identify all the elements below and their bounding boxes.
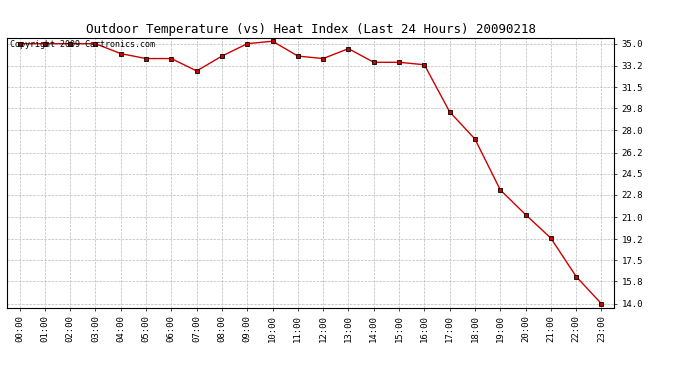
Title: Outdoor Temperature (vs) Heat Index (Last 24 Hours) 20090218: Outdoor Temperature (vs) Heat Index (Las… — [86, 23, 535, 36]
Text: Copyright 2009 Cartronics.com: Copyright 2009 Cartronics.com — [10, 40, 155, 49]
